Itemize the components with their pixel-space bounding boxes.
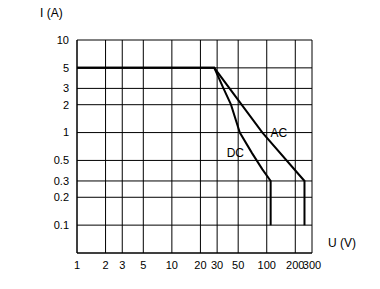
svg-text:DC: DC — [227, 146, 245, 160]
svg-text:50: 50 — [232, 259, 244, 271]
svg-text:200: 200 — [286, 259, 304, 271]
svg-text:2: 2 — [63, 99, 69, 111]
svg-text:10: 10 — [57, 34, 69, 46]
html-text:I (A): I (A) — [40, 6, 63, 20]
svg-text:1: 1 — [74, 259, 80, 271]
svg-text:300: 300 — [303, 259, 321, 271]
svg-text:3: 3 — [119, 259, 125, 271]
svg-text:100: 100 — [258, 259, 276, 271]
svg-text:5: 5 — [140, 259, 146, 271]
svg-text:20: 20 — [194, 259, 206, 271]
svg-text:0.5: 0.5 — [54, 154, 69, 166]
svg-text:0.2: 0.2 — [54, 191, 69, 203]
svg-text:30: 30 — [211, 259, 223, 271]
svg-text:1: 1 — [63, 126, 69, 138]
svg-text:AC: AC — [270, 126, 287, 140]
svg-text:10: 10 — [166, 259, 178, 271]
svg-text:0.3: 0.3 — [54, 175, 69, 187]
svg-text:2: 2 — [102, 259, 108, 271]
html-text:U (V): U (V) — [328, 236, 356, 250]
svg-text:0.1: 0.1 — [54, 219, 69, 231]
svg-text:5: 5 — [63, 62, 69, 74]
svg-text:3: 3 — [63, 82, 69, 94]
